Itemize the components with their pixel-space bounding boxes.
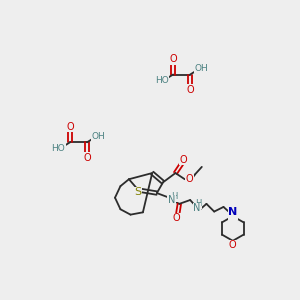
Text: O: O	[186, 85, 194, 95]
Text: N: N	[228, 207, 237, 217]
Text: O: O	[83, 153, 91, 163]
Text: HO: HO	[154, 76, 168, 85]
Text: H: H	[172, 192, 178, 201]
Text: S: S	[134, 187, 141, 197]
Text: OH: OH	[195, 64, 209, 73]
Text: O: O	[66, 122, 74, 132]
Text: O: O	[229, 240, 237, 250]
Text: O: O	[186, 174, 193, 184]
Text: N: N	[168, 195, 175, 205]
Text: HO: HO	[52, 144, 65, 153]
Text: N: N	[228, 210, 237, 220]
Text: N: N	[194, 203, 201, 214]
Text: O: O	[172, 214, 180, 224]
Text: O: O	[169, 54, 177, 64]
Text: OH: OH	[92, 132, 106, 141]
Text: O: O	[179, 155, 187, 165]
Text: H: H	[196, 200, 202, 208]
